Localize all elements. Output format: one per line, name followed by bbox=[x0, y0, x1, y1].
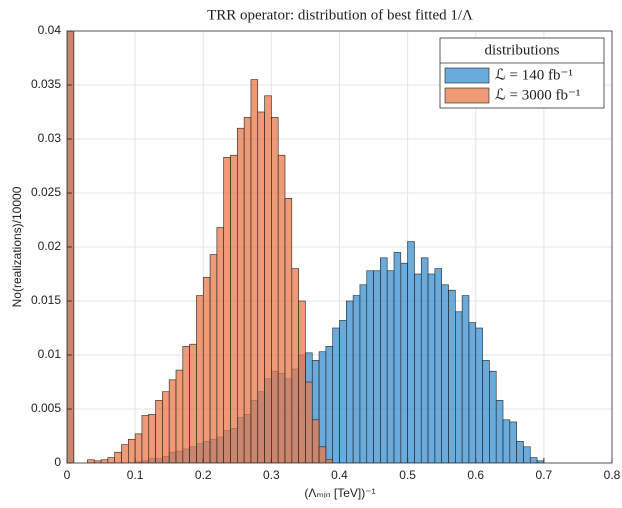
bar bbox=[209, 254, 218, 463]
y-tick-label: 0.04 bbox=[38, 23, 62, 37]
x-tick-label: 0.2 bbox=[195, 468, 212, 482]
bar bbox=[175, 369, 184, 463]
bar bbox=[400, 262, 408, 463]
bar bbox=[114, 451, 122, 463]
bar bbox=[393, 252, 402, 463]
bar bbox=[366, 270, 374, 463]
bar bbox=[305, 381, 313, 463]
bar bbox=[148, 414, 156, 463]
bar bbox=[121, 444, 129, 463]
bar bbox=[380, 257, 388, 463]
y-tick-label: 0.01 bbox=[38, 347, 62, 361]
bar bbox=[202, 276, 211, 463]
bar bbox=[461, 295, 470, 463]
x-tick-label: 0.8 bbox=[604, 468, 621, 482]
bar bbox=[523, 446, 531, 463]
bar bbox=[271, 117, 279, 463]
bar bbox=[455, 311, 463, 463]
bar bbox=[141, 415, 150, 463]
y-axis-label: No(realizations)/10000 bbox=[10, 186, 24, 307]
bar bbox=[257, 111, 265, 463]
bar bbox=[509, 421, 517, 463]
legend-label: ℒ = 3000 fb⁻¹ bbox=[495, 87, 580, 103]
y-tick-label: 0 bbox=[54, 455, 61, 469]
x-tick-label: 0.3 bbox=[263, 468, 280, 482]
y-tick-label: 0.035 bbox=[31, 77, 61, 91]
x-tick-label: 0.4 bbox=[331, 468, 348, 482]
y-tick-label: 0.015 bbox=[31, 293, 61, 307]
bar bbox=[230, 154, 238, 463]
legend: distributions ℒ = 140 fb⁻¹ ℒ = 3000 fb⁻¹ bbox=[439, 37, 605, 109]
bar bbox=[441, 284, 449, 463]
bar bbox=[482, 360, 490, 463]
bar bbox=[243, 117, 252, 463]
bar bbox=[264, 95, 272, 463]
bar bbox=[414, 273, 422, 463]
bar bbox=[298, 300, 306, 463]
bar bbox=[434, 268, 442, 463]
bar bbox=[332, 327, 340, 463]
bar bbox=[155, 400, 163, 463]
bar bbox=[216, 227, 224, 463]
legend-swatch bbox=[444, 67, 490, 84]
bar bbox=[489, 370, 497, 463]
bar bbox=[420, 257, 429, 463]
x-axis-label: (Λₘᵢₙ [TeV])⁻¹ bbox=[304, 486, 375, 500]
legend-swatch bbox=[444, 87, 490, 104]
bar bbox=[407, 241, 415, 463]
bar bbox=[223, 157, 231, 463]
bar bbox=[284, 198, 293, 463]
bar bbox=[427, 273, 436, 463]
x-tick-label: 0.1 bbox=[127, 468, 144, 482]
x-tick-label: 0.5 bbox=[399, 468, 416, 482]
y-tick-label: 0.025 bbox=[31, 185, 61, 199]
y-tick-label: 0.005 bbox=[31, 401, 61, 415]
bar bbox=[250, 79, 259, 463]
bar bbox=[359, 284, 368, 463]
bar bbox=[100, 459, 109, 463]
bar bbox=[162, 391, 170, 463]
bar bbox=[529, 457, 538, 463]
legend-title: distributions bbox=[484, 42, 559, 58]
bar bbox=[134, 433, 143, 463]
bar bbox=[386, 270, 395, 463]
bar bbox=[352, 295, 361, 463]
bar bbox=[67, 31, 75, 463]
bar bbox=[346, 300, 354, 463]
bar bbox=[277, 154, 286, 463]
bar bbox=[373, 270, 381, 463]
x-tick-label: 0.7 bbox=[536, 468, 553, 482]
bar bbox=[311, 419, 320, 463]
x-tick-label: 0.6 bbox=[467, 468, 484, 482]
bar bbox=[495, 400, 504, 463]
bar bbox=[196, 295, 204, 463]
bar bbox=[325, 346, 333, 463]
bar bbox=[502, 419, 511, 463]
bar bbox=[468, 322, 477, 463]
bar bbox=[339, 320, 347, 463]
bar bbox=[128, 438, 136, 463]
y-tick-label: 0.03 bbox=[38, 131, 62, 145]
bar bbox=[107, 457, 115, 463]
bar bbox=[318, 446, 327, 463]
bar bbox=[325, 459, 333, 463]
bar bbox=[516, 441, 524, 463]
y-tick-label: 0.02 bbox=[38, 239, 62, 253]
bar bbox=[237, 127, 245, 463]
bar bbox=[475, 327, 483, 463]
bar bbox=[291, 268, 299, 463]
bar bbox=[448, 289, 456, 463]
chart-title: TRR operator: distribution of best fitte… bbox=[207, 7, 473, 23]
bar bbox=[318, 351, 327, 463]
bar bbox=[87, 459, 95, 463]
legend-label: ℒ = 140 fb⁻¹ bbox=[495, 67, 573, 83]
bar bbox=[182, 346, 190, 463]
bar bbox=[168, 379, 177, 463]
bar bbox=[189, 343, 197, 463]
x-tick-label: 0 bbox=[64, 468, 71, 482]
